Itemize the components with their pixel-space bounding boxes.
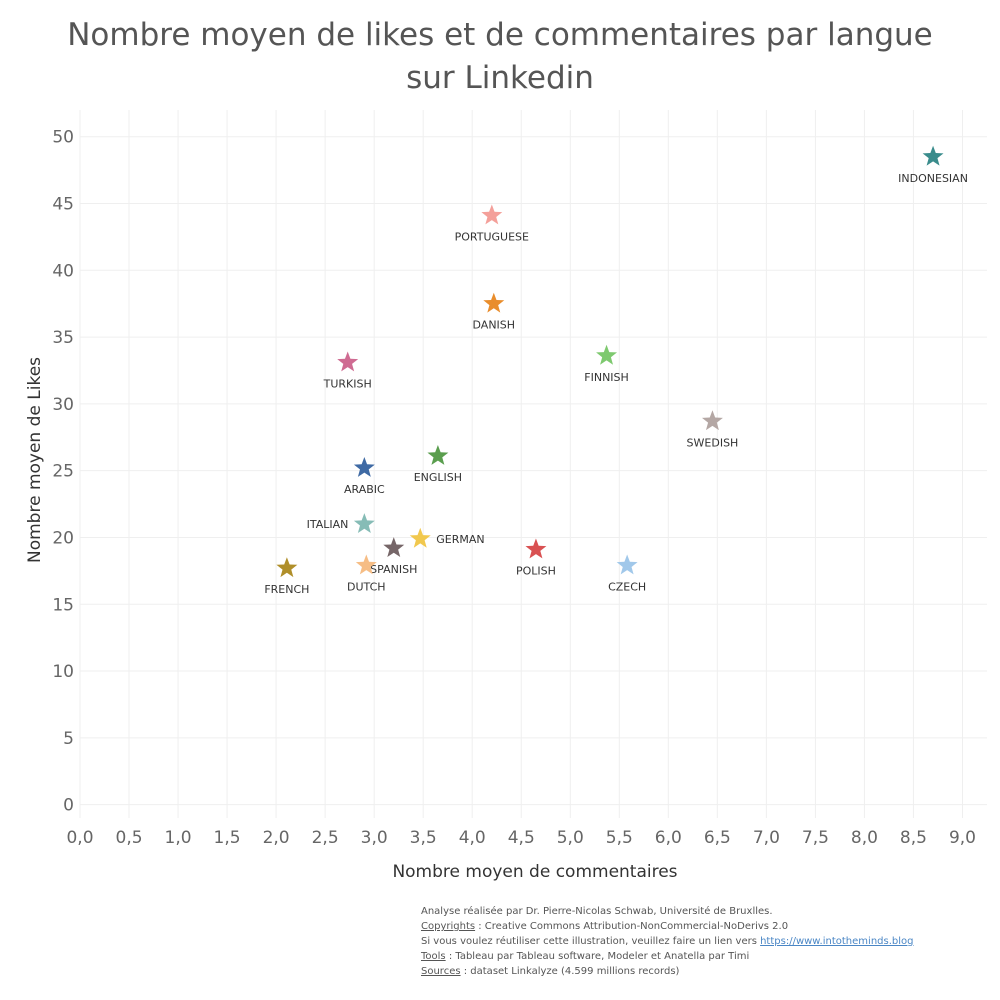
x-tick-label: 9,0 [949,828,976,848]
x-tick-label: 5,5 [606,828,633,848]
data-point-czech-star [616,554,638,575]
y-axis-ticks: 0 5 10 15 20 25 30 35 40 45 50 [52,128,74,816]
x-tick-label: 6,0 [655,828,682,848]
x-tick-label: 4,0 [459,828,486,848]
x-tick-label: 1,5 [214,828,241,848]
x-axis-ticks: 0,0 0,5 1,0 1,5 2,0 2,5 3,0 3,5 4,0 4,5 5,0 5,5 6,0 6… [66,828,976,848]
data-point-turkish-star [337,351,359,372]
point-label-danish: DANISH [473,319,516,332]
data-point-spanish-star [383,537,405,558]
point-label-turkish: TURKISH [323,377,372,390]
point-label-french: FRENCH [264,583,309,596]
x-tick-label: 8,0 [851,828,878,848]
sources-label: Sources [421,966,461,977]
x-tick-label: 0,5 [116,828,143,848]
x-tick-label: 1,0 [165,828,192,848]
point-label-italian: ITALIAN [307,518,349,531]
scatter-plot: 0 5 10 15 20 25 30 35 40 45 50 0,0 0,5 1,0 1,5 2,0 2,5 3… [25,110,987,882]
data-point-finnish-star [596,344,618,365]
tools-label: Tools [421,951,446,962]
data-point-danish-star [483,292,505,313]
grid-lines [79,110,987,818]
footer-author: Analyse réalisée par Dr. Pierre-Nicolas … [421,906,773,917]
x-tick-label: 2,0 [263,828,290,848]
point-label-german: GERMAN [436,533,484,546]
data-point-dutch-star [355,554,377,575]
y-tick-label: 45 [52,195,74,215]
y-tick-label: 30 [52,395,74,415]
x-tick-label: 3,0 [361,828,388,848]
chart-title: Nombre moyen de likes et de commentaires… [67,17,933,96]
point-label-dutch: DUTCH [347,581,386,594]
y-tick-label: 15 [52,595,74,615]
y-tick-label: 10 [52,662,74,682]
point-label-czech: CZECH [608,581,646,594]
x-tick-label: 8,5 [900,828,927,848]
y-tick-label: 40 [52,261,74,281]
y-axis-title: Nombre moyen de Likes [25,357,45,563]
copyrights-label: Copyrights [421,921,476,932]
x-tick-label: 7,0 [753,828,780,848]
data-point-indonesian-star [922,145,944,166]
y-tick-label: 0 [63,796,74,816]
point-label-finnish: FINNISH [584,371,629,384]
y-tick-label: 50 [52,128,74,148]
point-label-indonesian: INDONESIAN [898,172,968,185]
y-tick-label: 20 [52,528,74,548]
point-label-polish: POLISH [516,564,556,577]
data-point-german-star [409,527,431,548]
data-points: INDONESIAN PORTUGUESE DANISH FINNISH TURKISH… [264,145,968,596]
sources-text: : dataset Linkalyze (4.599 millions reco… [460,966,680,977]
copyrights-text: : Creative Commons Attribution-NonCommer… [475,921,789,932]
footer-copyrights: Copyrights : Creative Commons Attributio… [421,919,914,934]
reuse-link[interactable]: https://www.intotheminds.blog [760,936,914,947]
data-point-french-star [276,557,298,578]
x-tick-label: 2,5 [312,828,339,848]
x-tick-label: 3,5 [410,828,437,848]
x-tick-label: 5,0 [557,828,584,848]
tools-text: : Tableau par Tableau software, Modeler … [445,951,750,962]
y-tick-label: 5 [63,729,74,749]
reuse-text: Si vous voulez réutiliser cette illustra… [421,936,761,947]
point-label-arabic: ARABIC [344,483,385,496]
x-tick-label: 4,5 [508,828,535,848]
data-point-swedish-star [701,410,723,431]
point-label-english: ENGLISH [414,471,462,484]
data-point-arabic-star [353,457,375,477]
y-tick-label: 25 [52,462,74,482]
x-tick-label: 7,5 [802,828,829,848]
point-label-portuguese: PORTUGUESE [455,231,529,244]
data-point-portuguese-star [481,204,503,225]
x-tick-label: 6,5 [704,828,731,848]
data-point-english-star [427,444,449,465]
data-point-italian-star [353,513,375,534]
point-label-swedish: SWEDISH [687,436,739,449]
y-tick-label: 35 [52,328,74,348]
footer-reuse: Si vous voulez réutiliser cette illustra… [421,934,914,949]
footer-sources: Sources : dataset Linkalyze (4.599 milli… [421,964,914,979]
footer-credits: Analyse réalisée par Dr. Pierre-Nicolas … [421,904,914,979]
x-tick-label: 0,0 [66,828,93,848]
x-axis-title: Nombre moyen de commentaires [392,862,677,882]
data-point-polish-star [525,538,547,559]
point-label-spanish: SPANISH [370,563,417,576]
footer-tools: Tools : Tableau par Tableau software, Mo… [421,949,914,964]
